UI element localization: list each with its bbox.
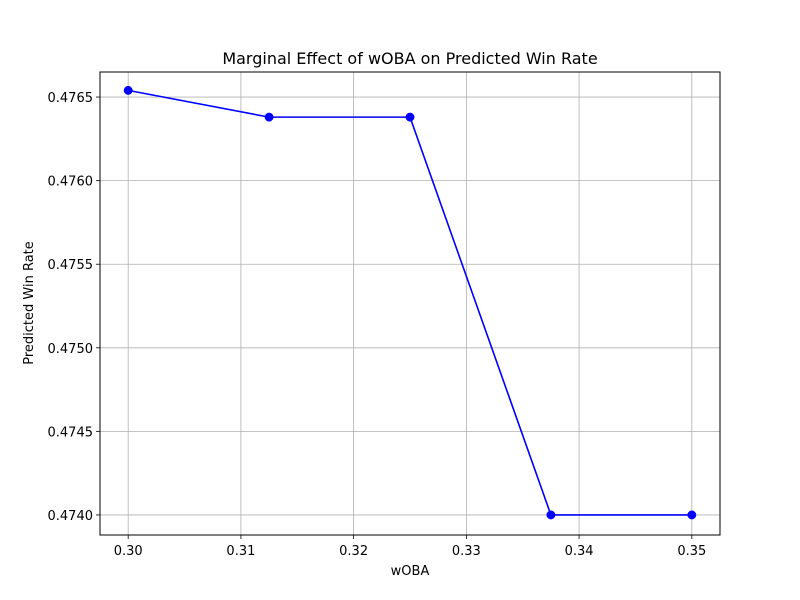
y-tick-label: 0.4765 [48,91,94,106]
data-point [264,112,274,122]
y-tick-label: 0.4750 [48,342,94,357]
y-tick-label: 0.4755 [48,258,94,273]
x-tick-label: 0.30 [114,544,143,559]
x-tick-label: 0.33 [452,544,481,559]
data-point [123,85,133,95]
data-point [405,112,415,122]
grid-lines [100,72,720,535]
x-axis-ticks: 0.30 0.31 0.32 0.33 0.34 0.35 [114,535,706,559]
y-tick-label: 0.4740 [48,509,94,524]
data-point [687,510,697,520]
y-axis-title: Predicted Win Rate [22,241,37,365]
x-tick-label: 0.32 [339,544,368,559]
x-tick-label: 0.35 [677,544,706,559]
plot-area-frame [99,71,721,536]
y-axis-ticks: 0.4740 0.4745 0.4750 0.4755 0.4760 0.4765 [48,91,100,524]
y-tick-label: 0.4745 [48,425,94,440]
chart-title: Marginal Effect of wOBA on Predicted Win… [222,49,597,68]
plot-series [123,85,697,520]
y-tick-label: 0.4760 [48,175,94,190]
x-tick-label: 0.31 [226,544,255,559]
x-tick-label: 0.34 [565,544,594,559]
x-axis-title: wOBA [391,564,430,579]
data-point [546,510,556,520]
